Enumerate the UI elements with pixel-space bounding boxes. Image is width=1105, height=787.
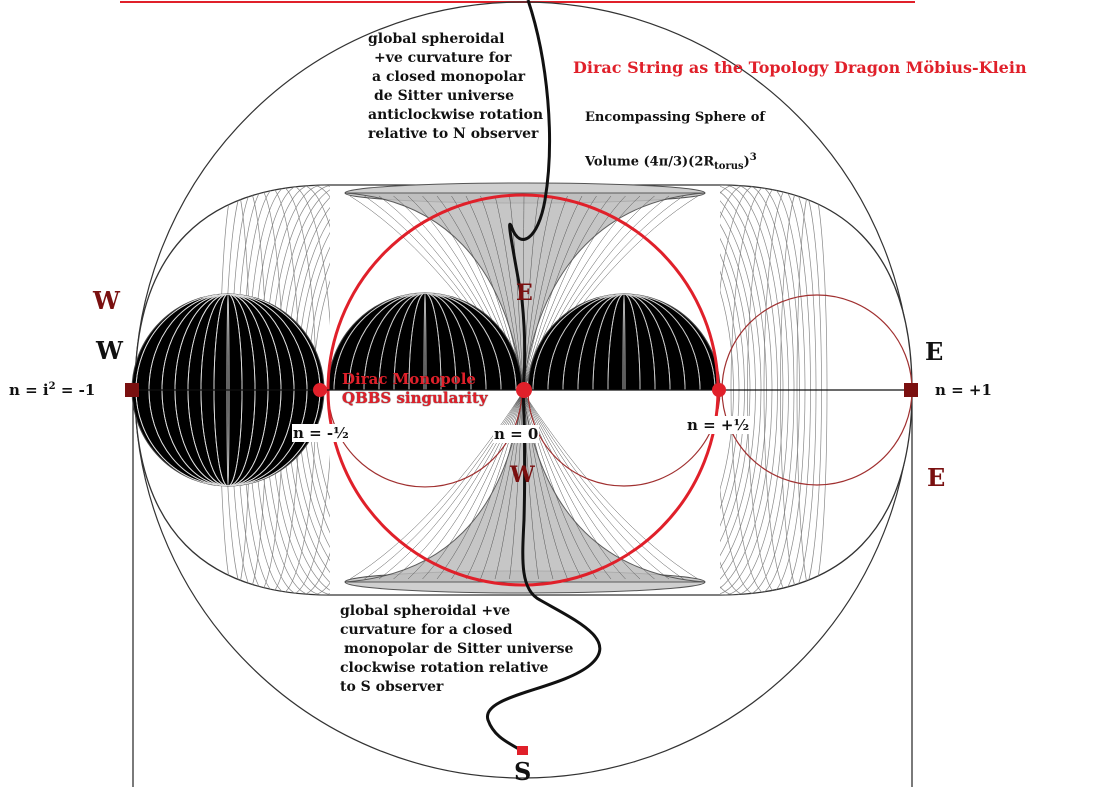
n-minus-one-suffix: = -1 [55,381,96,399]
funnel-line [494,391,524,580]
funnel-line [522,391,684,580]
n-minus-one-prefix: n = i [9,381,49,399]
funnel-line [494,195,524,389]
compass-w-center-lower: W [510,462,535,488]
dirac-monopole-label: Dirac Monopole QBBS singularity [342,370,488,408]
volume-exponent: 3 [749,152,757,163]
south-note: global spheroidal +ve curvature for a cl… [340,602,573,697]
compass-e-right-lower: E [927,463,946,492]
north-note-line: a closed monopolar [372,69,526,85]
north-note-line: anticlockwise rotation [368,107,544,123]
right-black-dome [527,293,721,391]
volume-subscript: torus [714,160,744,172]
marker-n-plus-one [904,383,918,397]
label-n-minus-half: n = -½ [292,424,350,442]
funnel-line [407,391,524,580]
north-note-line: de Sitter universe [374,88,514,104]
compass-e-center-upper: E [516,280,533,306]
compass-e-right: E [925,337,944,366]
funnel-line [522,391,583,580]
funnel-line [393,391,524,580]
funnel-line [522,391,670,580]
compass-w-left: W [96,336,123,365]
south-note-line: to S observer [340,679,444,695]
funnel-line [364,391,524,580]
south-note-line: global spheroidal +ve [340,603,511,619]
encompassing-sphere-label: Encompassing Sphere of [585,110,765,125]
north-note: global spheroidal +ve curvature for a cl… [368,30,543,144]
compass-w-upper: W [93,286,120,315]
north-note-line: global spheroidal [368,31,505,47]
funnel-line [522,391,641,580]
label-n-plus-one: n = +1 [934,381,993,399]
funnel-line [522,391,597,580]
marker-s [517,746,528,755]
marker-n-minus-one [125,383,139,397]
funnel-line [509,391,524,580]
volume-prefix: Volume (4π/3)(2R [585,154,715,170]
volume-suffix: ) [743,154,750,170]
compass-s-bottom: S [514,757,532,786]
funnel-line [451,391,524,580]
funnel-line [480,391,524,580]
monopole-line2: QBBS singularity [342,389,488,407]
funnel-line [522,195,583,389]
funnel-line [522,195,525,389]
south-note-line: clockwise rotation relative [340,660,549,676]
funnel-line [522,195,554,389]
funnel-line [522,391,699,580]
funnel-line [522,391,568,580]
encompassing-volume-label: Volume (4π/3)(2Rtorus)3 [585,152,757,172]
north-note-line: relative to N observer [368,126,539,142]
marker-n-plus-half [712,383,726,397]
south-note-line: monopolar de Sitter universe [344,641,574,657]
funnel-line [522,391,554,580]
marker-n-minus-half [313,383,327,397]
label-n-zero: n = 0 [493,425,540,443]
label-n-plus-half: n = +½ [686,416,751,434]
south-note-line: curvature for a closed [340,622,513,638]
diagram-title: Dirac String as the Topology Dragon Möbi… [573,58,1027,77]
marker-n-zero [516,382,532,398]
funnel-line [522,195,568,389]
north-note-line: +ve curvature for [374,50,512,66]
funnel-line [480,195,524,389]
encompassing-line1: Encompassing Sphere of [585,110,765,125]
monopole-line1: Dirac Monopole [342,370,476,388]
funnel-line [436,391,524,580]
funnel-line [522,195,597,389]
funnel-line [522,391,655,580]
n-minus-one-sup: 2 [48,381,56,392]
label-n-minus-one: n = i2 = -1 [8,381,97,399]
funnel-line [378,391,524,580]
funnel-line [349,391,524,580]
